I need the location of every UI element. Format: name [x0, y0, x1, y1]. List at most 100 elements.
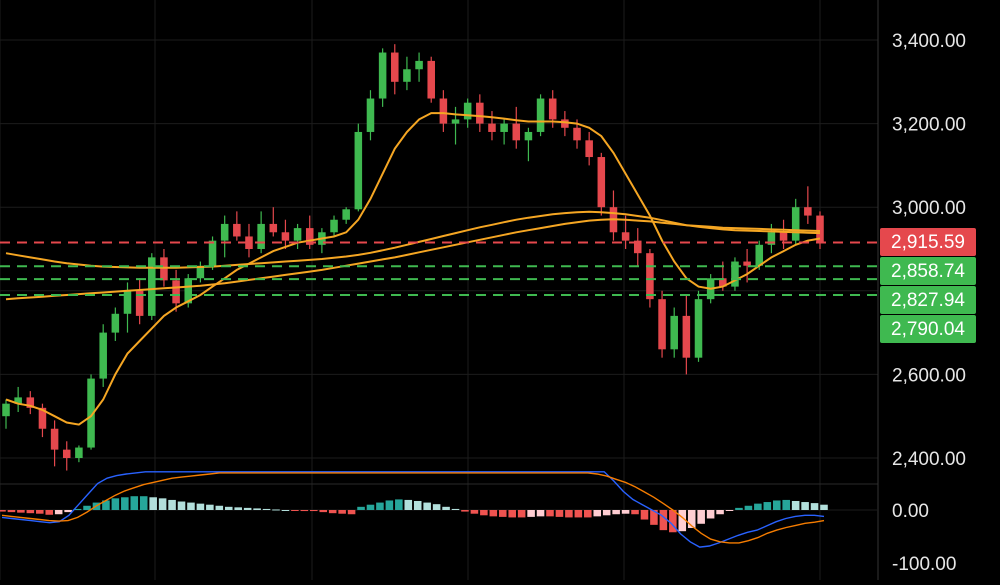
- candle-down[interactable]: [476, 102, 484, 124]
- candle-down[interactable]: [804, 207, 812, 216]
- candle-down[interactable]: [233, 223, 241, 237]
- histogram-bar: [272, 509, 280, 511]
- histogram-bar: [725, 510, 734, 511]
- candle-down[interactable]: [548, 98, 557, 120]
- candle-down[interactable]: [816, 215, 824, 243]
- indicator-tick-label: 0.00: [892, 501, 929, 522]
- candle-up[interactable]: [731, 261, 739, 287]
- candle-down[interactable]: [621, 232, 630, 241]
- y-tick-label: 3,000.00: [892, 198, 966, 219]
- histogram-bar: [461, 510, 469, 512]
- candle-down[interactable]: [62, 449, 71, 458]
- histogram-bar: [73, 508, 82, 510]
- candle-down[interactable]: [585, 140, 593, 158]
- candle-down[interactable]: [488, 123, 496, 132]
- candle-down[interactable]: [269, 223, 278, 233]
- candle-up[interactable]: [342, 209, 350, 220]
- candle-up[interactable]: [366, 98, 375, 132]
- candle-up[interactable]: [378, 52, 387, 99]
- candle-up[interactable]: [330, 219, 338, 233]
- candle-down[interactable]: [512, 123, 521, 141]
- candle-down[interactable]: [160, 257, 168, 281]
- candle-up[interactable]: [403, 69, 411, 82]
- candle-up[interactable]: [99, 332, 107, 379]
- histogram-bar: [177, 501, 186, 510]
- histogram-bar: [26, 510, 35, 514]
- candle-down[interactable]: [427, 60, 435, 99]
- candle-down[interactable]: [597, 157, 606, 208]
- candle-down[interactable]: [719, 278, 727, 287]
- histogram-bar: [451, 508, 460, 510]
- candle-down[interactable]: [38, 407, 47, 429]
- candle-up[interactable]: [111, 313, 120, 333]
- candle-down[interactable]: [573, 127, 581, 141]
- candle-up[interactable]: [2, 403, 10, 417]
- candle-up[interactable]: [293, 228, 302, 241]
- histogram-bar: [36, 510, 44, 514]
- candle-up[interactable]: [148, 257, 156, 316]
- candle-down[interactable]: [779, 232, 788, 241]
- candle-up[interactable]: [208, 240, 217, 266]
- histogram-bar: [281, 510, 290, 511]
- candle-up[interactable]: [791, 207, 800, 241]
- candle-up[interactable]: [87, 378, 95, 448]
- histogram-bar: [716, 510, 724, 515]
- candle-up[interactable]: [524, 131, 533, 141]
- candle-up[interactable]: [451, 119, 460, 124]
- candle-down[interactable]: [439, 98, 448, 124]
- macd-line: [1, 471, 825, 548]
- candle-up[interactable]: [220, 223, 229, 241]
- candle-up[interactable]: [75, 447, 83, 458]
- candle-up[interactable]: [184, 278, 193, 304]
- candle-down[interactable]: [391, 52, 399, 82]
- candle-up[interactable]: [415, 60, 423, 70]
- histogram-bar: [735, 507, 743, 510]
- candle-up[interactable]: [463, 102, 472, 120]
- signal-line: [1, 472, 825, 544]
- candle-down[interactable]: [743, 261, 751, 266]
- y-tick-label: 2,600.00: [892, 365, 966, 386]
- histogram-bar: [206, 504, 214, 510]
- candle-up[interactable]: [755, 244, 764, 266]
- candle-down[interactable]: [305, 228, 314, 245]
- histogram-bar: [631, 510, 639, 515]
- histogram-bar: [432, 504, 441, 510]
- histogram-bar: [64, 510, 72, 513]
- histogram-bar: [376, 502, 384, 510]
- histogram-bar: [83, 505, 91, 510]
- candle-up[interactable]: [14, 397, 22, 404]
- candle-up[interactable]: [767, 232, 776, 245]
- histogram-bar: [395, 499, 403, 510]
- candle-down[interactable]: [50, 428, 59, 450]
- moving-average-line-2: [5, 210, 821, 269]
- candle-up[interactable]: [536, 98, 545, 132]
- histogram-bar: [121, 497, 129, 510]
- candle-down[interactable]: [135, 290, 144, 316]
- y-tick-label: 3,200.00: [892, 115, 966, 136]
- candle-up[interactable]: [196, 265, 205, 279]
- candle-down[interactable]: [281, 232, 290, 241]
- candle-down[interactable]: [561, 119, 569, 128]
- candle-down[interactable]: [646, 253, 654, 300]
- candle-up[interactable]: [354, 131, 363, 210]
- candle-down[interactable]: [682, 315, 691, 358]
- price-label-text: 2,858.74: [891, 261, 965, 282]
- candle-down[interactable]: [245, 236, 253, 249]
- histogram-bar: [706, 510, 715, 519]
- histogram-bar: [782, 499, 790, 510]
- candle-up[interactable]: [694, 299, 703, 358]
- histogram-bar: [546, 510, 554, 517]
- histogram-bar: [243, 507, 252, 510]
- candle-up[interactable]: [257, 223, 265, 249]
- candle-down[interactable]: [172, 280, 180, 304]
- candle-up[interactable]: [123, 290, 132, 314]
- candle-up[interactable]: [500, 123, 508, 132]
- candle-down[interactable]: [26, 397, 35, 408]
- candle-down[interactable]: [633, 240, 642, 254]
- histogram-bar: [791, 500, 800, 510]
- candle-up[interactable]: [670, 315, 678, 350]
- y-tick-label: 3,400.00: [892, 31, 966, 52]
- candle-down[interactable]: [658, 299, 666, 350]
